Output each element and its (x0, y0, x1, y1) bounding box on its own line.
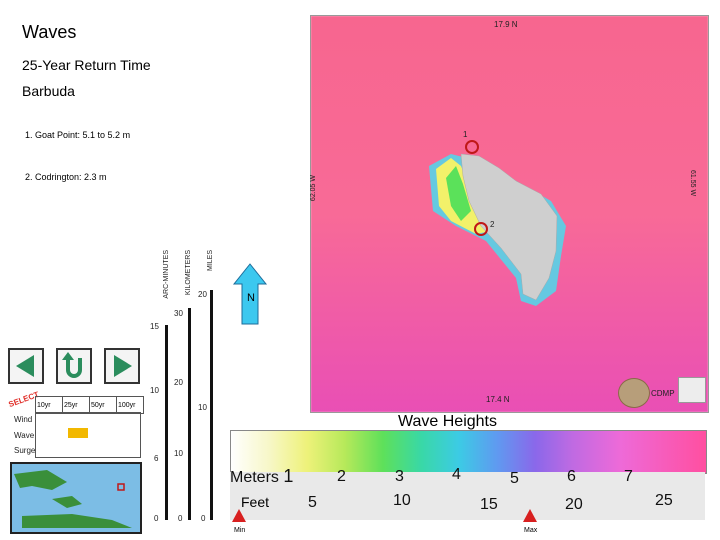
arrow-left-icon (16, 355, 34, 377)
marker-1-label: 1 (463, 130, 468, 139)
lat-bottom: 17.4 N (486, 395, 510, 404)
legend-title: Wave Heights (398, 413, 497, 430)
oas-logo (678, 377, 706, 403)
u-turn-icon (62, 352, 82, 378)
feet-tick: 15 (480, 496, 498, 513)
meters-tick: 2 (337, 468, 346, 485)
min-label: Min (234, 527, 246, 534)
overview-map[interactable] (10, 462, 142, 534)
selected-cell[interactable] (68, 428, 88, 438)
arc-tick: 15 (150, 322, 159, 331)
cdmp-label: CDMP (651, 389, 675, 398)
max-label: Max (524, 527, 538, 534)
km-tick: 30 (174, 309, 183, 318)
meters-tick: 7 (624, 468, 633, 485)
wave-map (310, 15, 709, 413)
arc-scale-bar (165, 325, 168, 520)
lon-left: 62.05 W (310, 175, 317, 202)
grid-col-header[interactable]: 25yr (62, 396, 90, 414)
north-label: N (247, 292, 255, 304)
arc-tick: 0 (154, 514, 159, 523)
feet-tick: 20 (565, 496, 583, 513)
kilometers-label: KILOMETERS (185, 250, 192, 296)
location-2: 2. Codrington: 2.3 m (25, 172, 107, 182)
grid-row-label: Surge (14, 446, 36, 455)
meters-label: Meters 1 (230, 466, 294, 486)
grid-col-header[interactable]: 50yr (89, 396, 117, 414)
mi-tick: 10 (198, 403, 207, 412)
forward-button[interactable] (104, 348, 140, 384)
return-period-grid: 10yr 25yr 50yr 100yr (35, 396, 144, 414)
grid-row-label: Wave (14, 431, 35, 440)
km-tick: 10 (174, 449, 183, 458)
island-name: Barbuda (22, 83, 75, 99)
meters-tick: 6 (567, 468, 576, 485)
return-time-subtitle: 25-Year Return Time (22, 57, 151, 73)
mi-tick: 20 (198, 290, 207, 299)
seal-logo (618, 378, 650, 408)
back-button[interactable] (8, 348, 44, 384)
grid-row-label: Wind (14, 415, 33, 424)
home-button[interactable] (56, 348, 92, 384)
grid-col-header[interactable]: 10yr (35, 396, 63, 414)
feet-tick: 10 (393, 492, 411, 509)
legend-scale-area (230, 472, 705, 520)
grid-cells[interactable] (35, 412, 141, 458)
km-scale-bar (188, 308, 191, 520)
barbuda-island (460, 153, 558, 301)
north-arrow-icon (232, 263, 268, 325)
max-marker-icon (523, 509, 537, 522)
meters-tick: 3 (395, 468, 404, 485)
min-marker-icon (232, 509, 246, 522)
arc-tick: 10 (150, 386, 159, 395)
feet-tick: 5 (308, 494, 317, 511)
lon-right: 61.55 W (689, 170, 696, 197)
meters-tick: 4 (452, 466, 461, 483)
km-tick: 20 (174, 378, 183, 387)
marker-2-label: 2 (490, 220, 495, 229)
arc-tick: 6 (154, 454, 159, 463)
mi-scale-bar (210, 290, 213, 520)
lat-top: 17.9 N (494, 20, 518, 29)
page-title: Waves (22, 22, 77, 42)
arrow-right-icon (114, 355, 132, 377)
wave-height-colorbar (230, 430, 707, 474)
feet-label: Feet (241, 494, 270, 510)
feet-tick: 25 (655, 492, 673, 509)
mi-tick: 0 (201, 514, 206, 523)
location-1: 1. Goat Point: 5.1 to 5.2 m (25, 130, 131, 140)
codrington-marker (474, 222, 488, 236)
km-tick: 0 (178, 514, 183, 523)
caribbean-overview (14, 470, 132, 528)
meters-tick: 5 (510, 470, 519, 487)
map-graphic (310, 15, 709, 413)
arc-minutes-label: ARC-MINUTES (163, 250, 170, 299)
grid-col-header[interactable]: 100yr (116, 396, 144, 414)
goat-point-marker (465, 140, 479, 154)
miles-label: MILES (207, 250, 214, 272)
